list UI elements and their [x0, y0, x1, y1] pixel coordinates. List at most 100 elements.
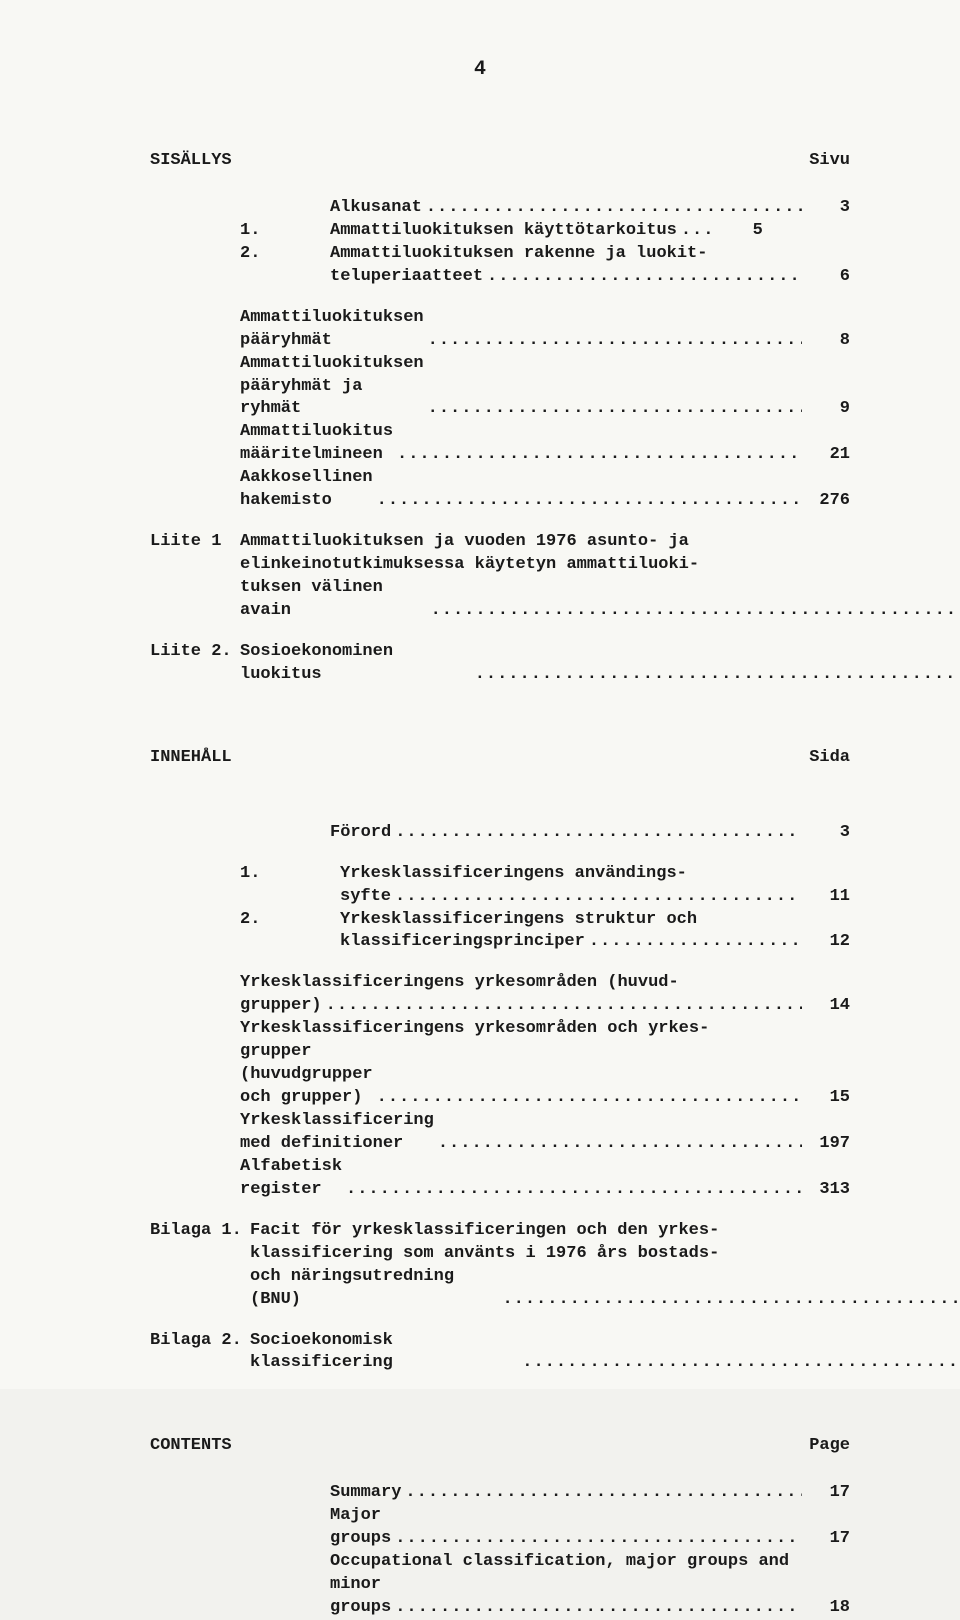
leader-dots	[391, 1597, 802, 1620]
toc-text: Sosioekonominen luokitus	[240, 641, 471, 687]
leader-dots	[401, 1482, 802, 1505]
toc-text: Förord	[330, 822, 391, 845]
toc-row: Alkusanat 3	[240, 197, 850, 220]
toc-text: Summary	[330, 1482, 401, 1505]
toc-text: grupper)	[240, 995, 322, 1018]
toc-text: Ammattiluokituksen pääryhmät	[240, 307, 424, 353]
toc-row: 1. Ammattiluokituksen käyttötarkoitus 5	[240, 220, 850, 243]
toc-text: klassificeringsprinciper	[340, 931, 585, 954]
toc-row: Alfabetisk register 313	[240, 1156, 850, 1202]
toc-text: Ammattiluokituksen käyttötarkoitus	[330, 220, 677, 243]
leader-dots	[471, 664, 960, 687]
toc-text: Ammattiluokituksen pääryhmät ja ryhmät	[240, 353, 424, 422]
toc-text: Yrkesklassificeringens yrkesområden och …	[240, 1018, 709, 1041]
toc-text: Ammattiluokitus määritelmineen	[240, 421, 393, 467]
toc-page: 3	[802, 822, 850, 845]
toc-text: grupper (huvudgrupper och grupper)	[240, 1041, 373, 1110]
toc-page: 14	[802, 995, 850, 1018]
toc-page: 3	[802, 197, 850, 220]
leader-dots	[422, 197, 802, 220]
toc-page: 6	[802, 266, 850, 289]
toc-text: Yrkesklassificering med definitioner	[240, 1110, 434, 1156]
toc-text: elinkeinotutkimuksessa käytetyn ammattil…	[240, 554, 699, 577]
appendix-label: Liite 2.	[150, 641, 240, 664]
toc-text: och näringsutredning (BNU)	[250, 1266, 498, 1312]
appendix-row: Bilaga 2. Socioekonomisk klassificering …	[150, 1330, 850, 1376]
leader-dots	[373, 490, 802, 513]
toc-text: teluperiaatteet	[330, 266, 483, 289]
toc-page: 197	[802, 1133, 850, 1156]
toc-text: Aakkosellinen hakemisto	[240, 467, 373, 513]
leader-dots	[342, 1179, 802, 1202]
page-number: 4	[0, 56, 960, 83]
toc-page: 17	[802, 1482, 850, 1505]
toc-text: Facit för yrkesklassificeringen och den …	[250, 1220, 719, 1243]
toc-row: klassificeringsprinciper 12	[240, 931, 850, 954]
toc-row: teluperiaatteet 6	[240, 266, 850, 289]
leader-dots	[518, 1352, 960, 1375]
heading-fi: SISÄLLYS	[150, 150, 232, 173]
leader-dots	[677, 220, 715, 243]
leader-dots	[424, 398, 802, 421]
toc-row: grupper (huvudgrupper och grupper) 15	[240, 1041, 850, 1110]
toc-text: tuksen välinen avain	[240, 577, 427, 623]
toc-number: 2.	[240, 243, 330, 266]
toc-row: Major groups 17	[240, 1505, 850, 1551]
toc-section-sv: INNEHÅLL Sida Förord 3 1. Yrkesklassific…	[150, 747, 850, 1376]
toc-page: 276	[802, 490, 850, 513]
toc-text: Yrkesklassificeringens användings-	[340, 863, 687, 886]
appendix-row: Liite 2. Sosioekonominen luokitus 357	[150, 641, 850, 687]
toc-row: Ammattiluokituksen pääryhmät 8	[240, 307, 850, 353]
appendix-label: Bilaga 1.	[150, 1220, 250, 1243]
appendix-label: Liite 1	[150, 531, 240, 554]
toc-row: Ammattiluokituksen pääryhmät ja ryhmät 9	[240, 353, 850, 422]
toc-row: Förord 3	[240, 822, 850, 845]
leader-dots	[585, 931, 802, 954]
toc-page: 15	[802, 1087, 850, 1110]
toc-text: klassificering som använts i 1976 års bo…	[250, 1243, 719, 1266]
toc-row: Yrkesklassificeringens yrkesområden (huv…	[240, 972, 850, 995]
toc-row: minor groups 18	[240, 1574, 850, 1620]
leader-dots	[427, 600, 960, 623]
scanned-page: 4 SISÄLLYS Sivu Alkusanat 3 1. Ammattilu…	[0, 0, 960, 1389]
toc-page: 17	[802, 1528, 850, 1551]
toc-row: Occupational classification, major group…	[240, 1551, 850, 1574]
toc-page: 5	[715, 220, 763, 243]
toc-row: grupper) 14	[240, 995, 850, 1018]
toc-number: 1.	[240, 220, 330, 243]
leader-dots	[393, 444, 802, 467]
toc-text: Alfabetisk register	[240, 1156, 342, 1202]
leader-dots	[483, 266, 802, 289]
toc-text: Yrkesklassificeringens struktur och	[340, 909, 697, 932]
toc-page: 12	[802, 931, 850, 954]
toc-text: Socioekonomisk klassificering	[250, 1330, 518, 1376]
page-label-fi: Sivu	[809, 150, 850, 173]
toc-row: 1. Yrkesklassificeringens användings-	[240, 863, 850, 886]
toc-row: Ammattiluokitus määritelmineen 21	[240, 421, 850, 467]
toc-row: Yrkesklassificeringens yrkesområden och …	[240, 1018, 850, 1041]
toc-text: Major groups	[330, 1505, 391, 1551]
page-label-sv: Sida	[809, 747, 850, 770]
heading-sv: INNEHÅLL	[150, 747, 232, 770]
leader-dots	[391, 886, 802, 909]
toc-text: Ammattiluokituksen ja vuoden 1976 asunto…	[240, 531, 689, 554]
toc-number: 1.	[240, 863, 340, 886]
toc-row: 2. Ammattiluokituksen rakenne ja luokit-	[240, 243, 850, 266]
leader-dots	[391, 1528, 802, 1551]
toc-row: 2. Yrkesklassificeringens struktur och	[240, 909, 850, 932]
toc-text: syfte	[340, 886, 391, 909]
leader-dots	[391, 822, 802, 845]
toc-row: Aakkosellinen hakemisto 276	[240, 467, 850, 513]
toc-text: Yrkesklassificeringens yrkesområden (huv…	[240, 972, 679, 995]
page-label-en: Page	[809, 1435, 850, 1458]
leader-dots	[434, 1133, 802, 1156]
toc-section-en: CONTENTS Page Summary 17 Major groups 17…	[150, 1435, 850, 1620]
leader-dots	[498, 1289, 960, 1312]
toc-page: 9	[802, 398, 850, 421]
toc-text: Alkusanat	[330, 197, 422, 220]
toc-page: 313	[802, 1179, 850, 1202]
appendix-label: Bilaga 2.	[150, 1330, 250, 1353]
toc-number: 2.	[240, 909, 340, 932]
toc-text: minor groups	[330, 1574, 391, 1620]
toc-page: 11	[802, 886, 850, 909]
